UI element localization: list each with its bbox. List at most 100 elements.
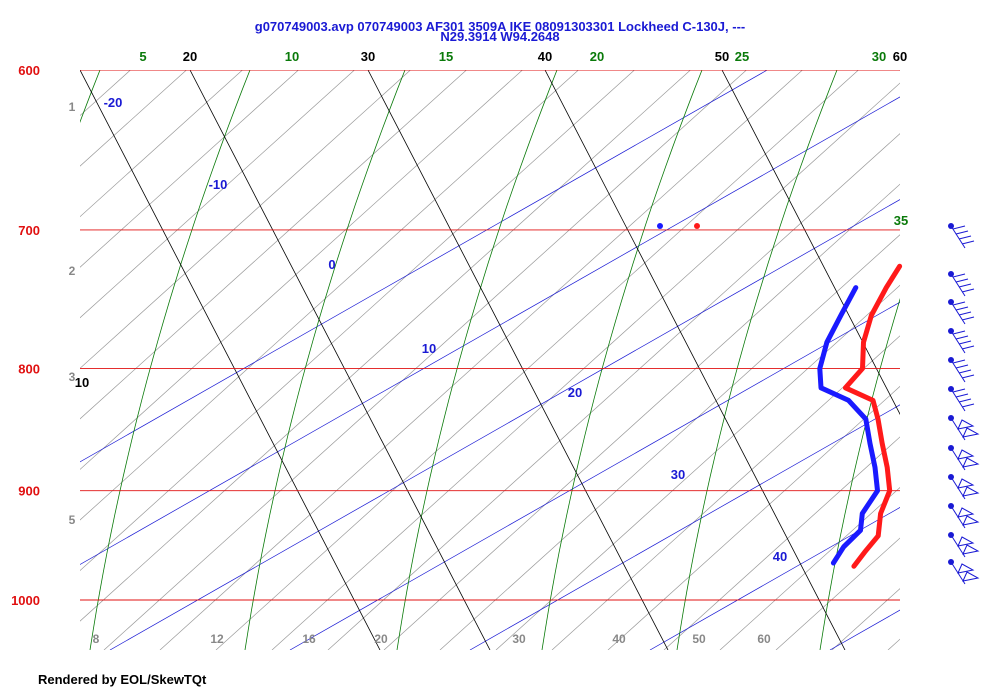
isotherm-tick-label: 20 xyxy=(183,49,197,64)
wind-barb xyxy=(948,559,980,585)
wind-barb xyxy=(948,474,980,500)
dry-adiabat-line xyxy=(159,70,803,650)
isotherm-tick-label: 60 xyxy=(893,49,907,64)
wind-barb xyxy=(948,299,975,325)
dry-adiabat-line xyxy=(103,70,747,650)
wind-barb xyxy=(948,271,975,297)
wind-barb xyxy=(948,328,975,354)
height-tick-label: 1 xyxy=(69,100,76,114)
dewpoint-point xyxy=(657,223,663,229)
isotherm-tick-label: 50 xyxy=(715,49,729,64)
isotherm-line xyxy=(189,70,491,650)
moist-adiabat-label: 5 xyxy=(139,49,146,64)
mixing-ratio-label: -10 xyxy=(209,177,228,192)
dry-adiabat-label: 12 xyxy=(210,632,224,646)
isotherm-tick-label: 30 xyxy=(361,49,375,64)
dry-adiabat-line xyxy=(551,335,900,650)
height-tick-label: 2 xyxy=(69,264,76,278)
moist-adiabat-line xyxy=(89,70,251,650)
mixing-ratio-label: 40 xyxy=(773,549,787,564)
mixing-ratio-line xyxy=(80,70,768,463)
mixing-ratio-line xyxy=(109,199,900,650)
dry-adiabat-line xyxy=(80,70,243,218)
moist-adiabat-line xyxy=(396,70,558,650)
mixing-ratio-label: 10 xyxy=(422,341,436,356)
moist-adiabat-line xyxy=(676,70,838,650)
moist-adiabat-label: 35 xyxy=(894,213,908,228)
wind-barb xyxy=(948,532,980,558)
wind-barb xyxy=(948,357,975,383)
isotherm-tick-label: 40 xyxy=(538,49,552,64)
moist-adiabat-label: 15 xyxy=(439,49,453,64)
chart-title: g070749003.avp 070749003 AF301 3509A IKE… xyxy=(254,19,746,34)
dry-adiabat-line xyxy=(80,70,187,167)
moist-adiabat-label: 10 xyxy=(285,49,299,64)
dry-adiabat-label: 40 xyxy=(612,632,626,646)
isotherm-line xyxy=(367,70,669,650)
temperature-trace xyxy=(842,263,903,569)
mixing-ratio-line xyxy=(469,404,900,650)
moist-adiabat-line xyxy=(541,70,703,650)
dry-adiabat-line xyxy=(271,82,900,650)
pressure-tick-label: 1000 xyxy=(11,593,40,608)
dry-adiabat-line xyxy=(80,70,299,268)
dry-adiabat-line xyxy=(80,70,355,319)
moist-adiabat-line xyxy=(80,70,101,124)
pressure-tick-label: 800 xyxy=(18,361,40,376)
dry-adiabat-line xyxy=(607,385,900,650)
pressure-tick-label: 600 xyxy=(18,63,40,78)
isotherm-line xyxy=(721,70,900,416)
mixing-ratio-label: 20 xyxy=(568,385,582,400)
dry-adiabat-line xyxy=(887,638,900,650)
dry-adiabat-label: 60 xyxy=(757,632,771,646)
dry-adiabat-line xyxy=(663,436,900,650)
dry-adiabat-label: 30 xyxy=(512,632,526,646)
dry-adiabat-line xyxy=(80,70,691,622)
dry-adiabat-line xyxy=(0,0,152,650)
dry-adiabat-line xyxy=(80,70,467,420)
mixing-ratio-line xyxy=(289,301,900,650)
dry-adiabat-label: 50 xyxy=(692,632,706,646)
dry-adiabat-line xyxy=(327,133,900,650)
dry-adiabat-line xyxy=(775,537,900,650)
dry-adiabat-line xyxy=(80,70,131,117)
moist-adiabat-label: 20 xyxy=(590,49,604,64)
dry-adiabat-line xyxy=(495,284,900,650)
dry-adiabat-line xyxy=(80,70,411,369)
mixing-ratio-label: 0 xyxy=(328,257,335,272)
dry-adiabat-line xyxy=(831,588,900,650)
wind-barb xyxy=(948,386,975,412)
mixing-ratio-line xyxy=(649,507,900,650)
height-tick-label: 5 xyxy=(69,513,76,527)
moist-adiabat-line xyxy=(244,70,406,650)
moist-adiabat-label: 30 xyxy=(872,49,886,64)
moist-adiabat-label: 25 xyxy=(735,49,749,64)
isotherm-line xyxy=(544,70,846,650)
dry-adiabat-line xyxy=(383,183,900,650)
wind-barb xyxy=(948,223,975,249)
pressure-tick-label: 900 xyxy=(18,484,40,499)
dry-adiabat-label: 8 xyxy=(93,632,100,646)
mixing-ratio-label: -20 xyxy=(104,95,123,110)
dry-adiabat-line xyxy=(80,70,523,470)
moist-adiabat-line xyxy=(819,298,900,650)
dry-adiabat-label: 16 xyxy=(302,632,316,646)
dry-adiabat-line xyxy=(80,70,635,572)
dry-adiabat-line xyxy=(215,70,859,650)
dry-adiabat-label: 20 xyxy=(374,632,388,646)
footer-credit: Rendered by EOL/SkewTQt xyxy=(38,672,207,687)
chart-subtitle: N29.3914 W94.2648 xyxy=(440,29,560,44)
isotherm-line xyxy=(80,70,381,650)
dry-adiabat-line xyxy=(80,70,579,521)
wind-barb xyxy=(948,445,980,471)
temperature-point xyxy=(694,223,700,229)
dewpoint-trace xyxy=(817,285,880,566)
isotherm-tick-label: 10 xyxy=(75,375,89,390)
wind-barb xyxy=(948,503,980,529)
dry-adiabat-line xyxy=(439,234,900,650)
pressure-tick-label: 700 xyxy=(18,223,40,238)
height-tick-label: 3 xyxy=(69,370,76,384)
mixing-ratio-label: 30 xyxy=(671,467,685,482)
wind-barb xyxy=(948,415,980,441)
